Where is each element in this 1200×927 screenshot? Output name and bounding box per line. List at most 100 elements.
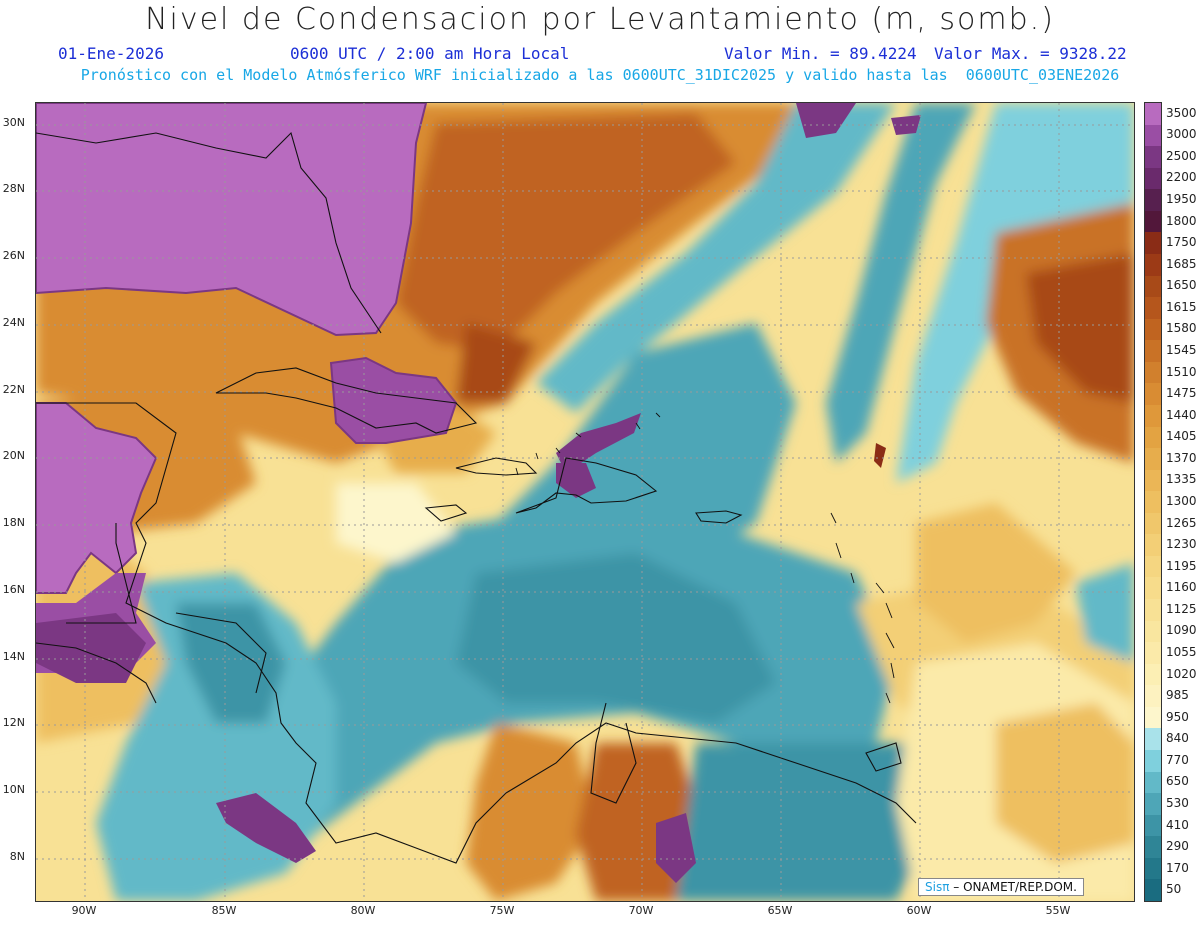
lon-label: 60W <box>906 904 932 917</box>
credit-box: Sisπ – ONAMET/REP.DOM. <box>918 878 1084 896</box>
lon-label: 70W <box>628 904 654 917</box>
color-scale-swatch <box>1145 685 1161 708</box>
color-scale-swatch <box>1145 555 1161 578</box>
color-scale-swatch <box>1145 642 1161 665</box>
color-scale-swatch <box>1145 534 1161 557</box>
map-panel <box>35 102 1135 902</box>
color-scale-label: 1195 <box>1166 558 1197 573</box>
color-scale-label: 1545 <box>1166 343 1197 358</box>
color-scale-label: 1800 <box>1166 213 1197 228</box>
color-scale-swatch <box>1145 404 1161 427</box>
max-value: Valor Max. = 9328.22 <box>934 44 1127 63</box>
color-scale-swatch <box>1145 253 1161 277</box>
color-scale-label: 3000 <box>1166 127 1197 142</box>
sispi-logo: Sisπ <box>925 880 950 894</box>
color-scale-label: 2200 <box>1166 170 1197 185</box>
color-scale-swatch <box>1145 103 1161 126</box>
color-scale-label: 410 <box>1166 817 1189 832</box>
color-scale-label: 290 <box>1166 839 1189 854</box>
color-scale-label: 170 <box>1166 860 1189 875</box>
color-scale-label: 1615 <box>1166 299 1197 314</box>
color-scale-swatch <box>1145 167 1161 190</box>
lat-label: 14N <box>2 650 25 663</box>
lon-label: 85W <box>211 904 237 917</box>
color-scale-swatch <box>1145 836 1161 859</box>
lon-label: 75W <box>489 904 515 917</box>
lat-label: 12N <box>2 716 25 729</box>
color-scale-label: 1090 <box>1166 623 1197 638</box>
color-scale-bar <box>1144 102 1162 902</box>
color-scale-label: 1265 <box>1166 515 1197 530</box>
credit-text: – ONAMET/REP.DOM. <box>953 880 1077 894</box>
color-scale-label: 985 <box>1166 688 1189 703</box>
lon-label: 90W <box>71 904 97 917</box>
color-scale-label: 1405 <box>1166 429 1197 444</box>
color-scale-swatch <box>1145 857 1161 880</box>
forecast-time: 0600 UTC / 2:00 am Hora Local <box>290 44 570 63</box>
min-value: Valor Min. = 89.4224 <box>724 44 917 63</box>
color-scale-swatch <box>1145 599 1161 622</box>
color-scale-label: 1230 <box>1166 537 1197 552</box>
lat-label: 20N <box>2 449 25 462</box>
map-title: Nivel de Condensacion por Levantamiento … <box>145 2 1055 37</box>
color-scale-label: 1950 <box>1166 192 1197 207</box>
lon-label: 80W <box>350 904 376 917</box>
color-scale-label: 530 <box>1166 795 1189 810</box>
lat-label: 16N <box>2 583 25 596</box>
color-scale-label: 1300 <box>1166 494 1197 508</box>
forecast-date: 01-Ene-2026 <box>58 44 164 63</box>
color-scale-label: 1510 <box>1166 364 1197 379</box>
color-scale-swatch <box>1145 620 1161 643</box>
color-scale-swatch <box>1145 210 1161 233</box>
lat-label: 30N <box>2 116 25 129</box>
color-scale-label: 770 <box>1166 752 1189 767</box>
color-scale-swatch <box>1145 275 1161 298</box>
color-scale-swatch <box>1145 512 1161 535</box>
color-scale-label: 1370 <box>1166 450 1197 465</box>
color-scale-swatch <box>1145 793 1161 816</box>
color-scale-swatch <box>1145 663 1161 686</box>
lat-label: 28N <box>2 182 25 195</box>
lon-label: 65W <box>767 904 793 917</box>
color-scale-swatch <box>1145 706 1161 729</box>
color-scale-label: 1650 <box>1166 278 1197 293</box>
color-scale-label: 1055 <box>1166 644 1197 659</box>
lat-label: 26N <box>2 249 25 262</box>
color-scale-label: 1160 <box>1166 580 1197 595</box>
color-scale-label: 3500 <box>1166 105 1197 120</box>
color-scale-swatch <box>1145 426 1161 449</box>
color-scale-label: 650 <box>1166 774 1189 789</box>
color-scale-swatch <box>1145 232 1161 255</box>
color-scale-swatch <box>1145 879 1161 902</box>
color-scale-swatch <box>1145 577 1161 600</box>
color-scale-swatch <box>1145 491 1161 514</box>
color-scale-swatch <box>1145 771 1161 794</box>
lat-label: 10N <box>2 783 25 796</box>
color-scale-swatch <box>1145 750 1161 773</box>
lat-label: 8N <box>9 850 25 863</box>
color-scale-swatch <box>1145 318 1161 341</box>
lat-label: 22N <box>2 383 25 396</box>
color-scale-swatch <box>1145 814 1161 837</box>
color-scale-swatch <box>1145 297 1161 320</box>
color-scale-label: 1750 <box>1166 235 1197 250</box>
color-scale-label: 1020 <box>1166 666 1197 681</box>
color-scale-label: 1440 <box>1166 407 1197 422</box>
lat-label: 24N <box>2 316 25 329</box>
color-scale-label: 50 <box>1166 882 1182 897</box>
color-scale-label: 1125 <box>1166 601 1197 616</box>
color-scale-swatch <box>1145 383 1161 406</box>
color-scale-swatch <box>1145 340 1161 363</box>
color-scale-swatch <box>1145 146 1161 169</box>
color-scale-label: 1335 <box>1166 472 1197 487</box>
lat-label: 18N <box>2 516 25 529</box>
color-scale-label: 840 <box>1166 731 1189 746</box>
forecast-info: Pronóstico con el Modelo Atmósferico WRF… <box>80 66 1120 84</box>
color-scale-swatch <box>1145 469 1161 492</box>
color-scale-label: 2500 <box>1166 148 1197 163</box>
color-scale-label: 1475 <box>1166 386 1197 401</box>
lon-label: 55W <box>1045 904 1071 917</box>
color-scale-label: 1580 <box>1166 321 1197 336</box>
color-scale-swatch <box>1145 728 1161 751</box>
color-scale-swatch <box>1145 448 1161 471</box>
